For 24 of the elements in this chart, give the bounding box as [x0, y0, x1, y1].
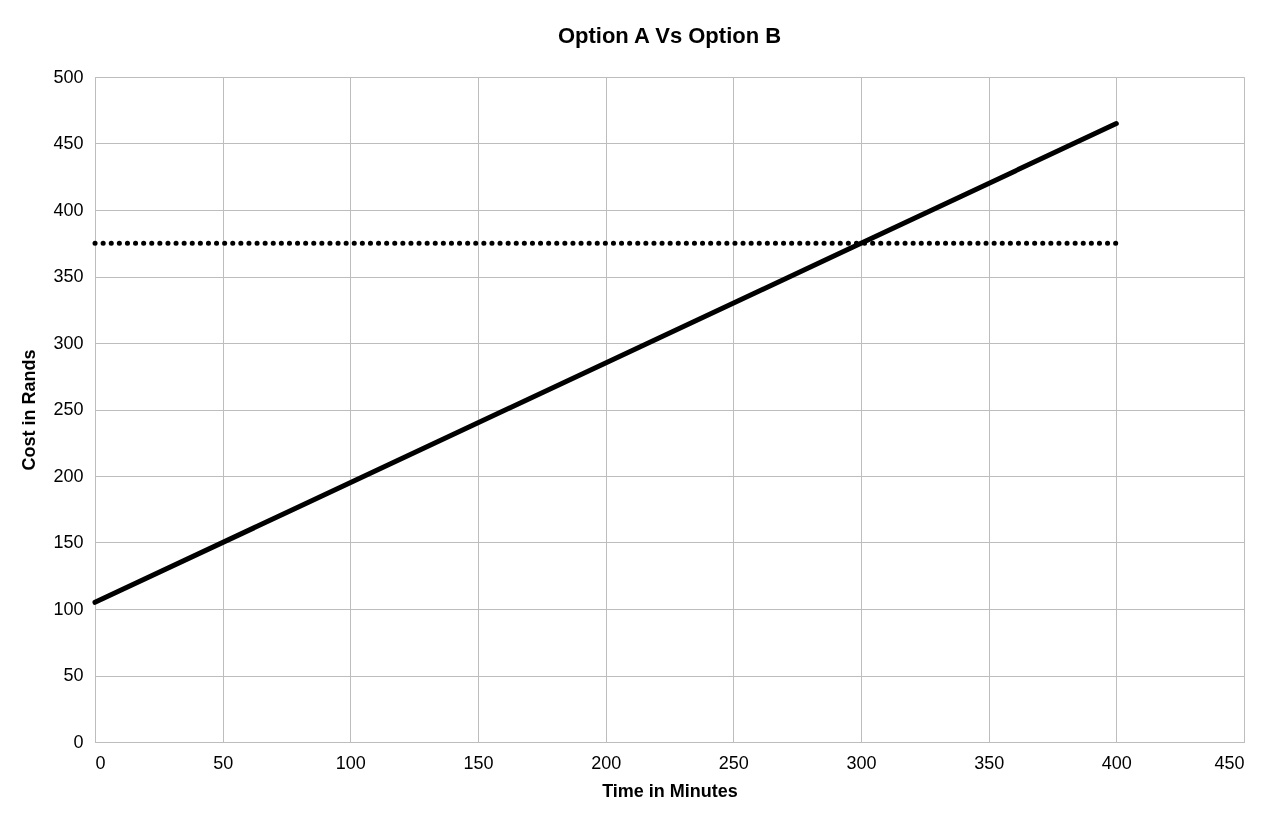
- y-tick-label: 450: [53, 133, 84, 153]
- y-tick-label: 0: [73, 731, 84, 752]
- y-axis-title: Cost in Rands: [19, 349, 40, 471]
- x-tick-label: 450: [1214, 752, 1245, 773]
- chart-title: Option A Vs Option B: [557, 23, 782, 48]
- x-tick-label: 250: [718, 752, 749, 773]
- y-tick-label: 350: [53, 266, 84, 286]
- x-tick-label: 150: [463, 752, 494, 773]
- y-tick-label: 150: [53, 532, 84, 552]
- x-tick-label: 50: [213, 752, 234, 773]
- x-axis-title: Time in Minutes: [602, 780, 738, 801]
- y-tick-label: 300: [53, 332, 84, 353]
- x-tick-label: 200: [591, 752, 622, 773]
- y-tick-label: 400: [53, 199, 84, 220]
- x-tick-label: 100: [335, 752, 366, 773]
- x-tick-label: 400: [1101, 752, 1132, 773]
- x-tick-label: 300: [846, 752, 877, 773]
- y-tick-label: 200: [53, 465, 84, 486]
- y-tick-label: 250: [53, 399, 84, 419]
- y-tick-label: 100: [53, 598, 84, 619]
- y-tick-label: 500: [53, 66, 84, 87]
- y-tick-label: 50: [63, 665, 84, 685]
- x-tick-label: 350: [974, 752, 1005, 773]
- x-tick-label: 0: [95, 752, 106, 773]
